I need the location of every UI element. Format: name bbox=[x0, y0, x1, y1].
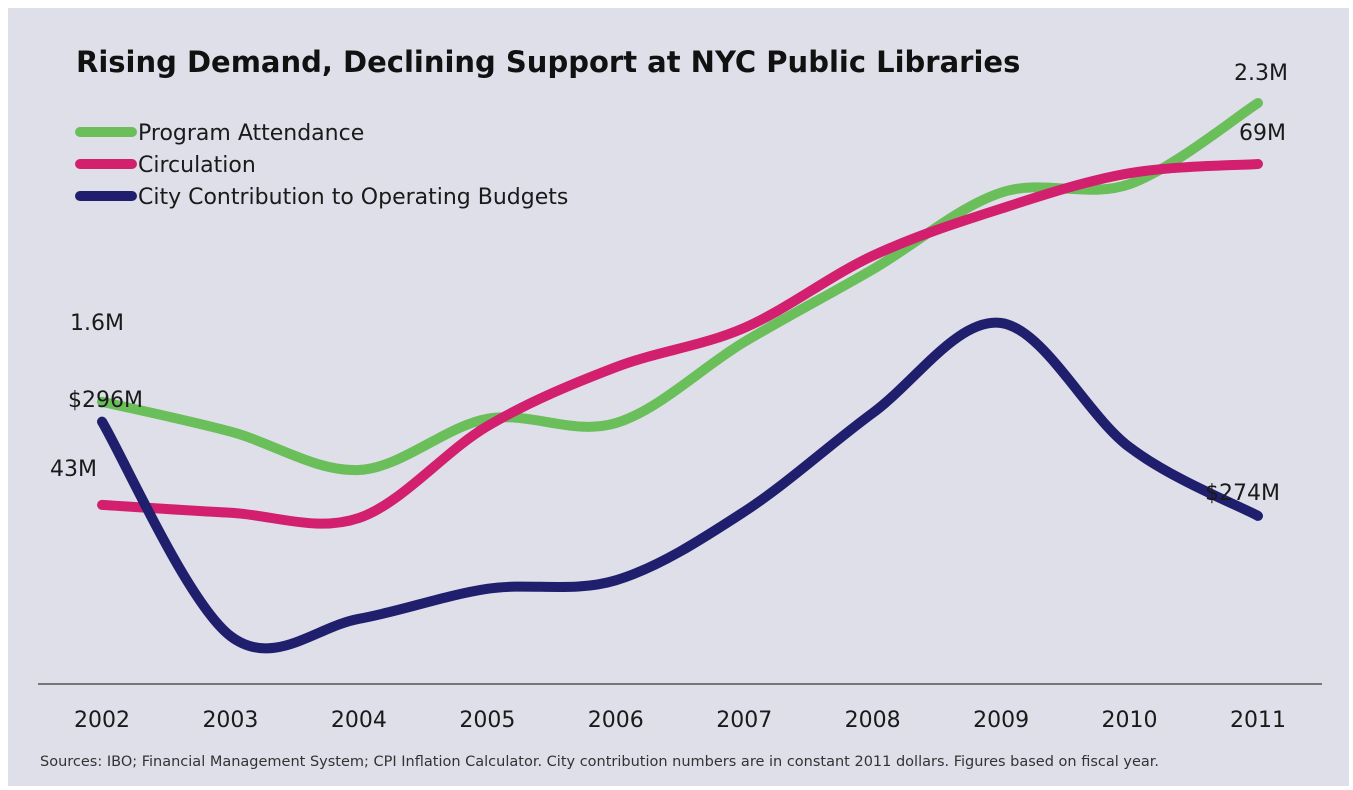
start-label-city-contribution: $296M bbox=[68, 388, 143, 413]
end-label-city-contribution: $274M bbox=[1205, 481, 1280, 506]
x-tick-label: 2004 bbox=[331, 708, 387, 733]
x-tick-label: 2008 bbox=[845, 708, 901, 733]
legend-label-circulation: Circulation bbox=[138, 153, 256, 178]
x-axis-ticks: 2002 2003 2004 2005 2006 2007 2008 2009 2010 2011 bbox=[74, 708, 1286, 733]
series-line-program-attendance bbox=[97, 98, 1263, 476]
series-labels: 1.6M 2.3M 43M 69M $296M $274M bbox=[50, 61, 1288, 506]
series-line-circulation bbox=[97, 159, 1263, 529]
legend-label-city-contribution: City Contribution to Operating Budgets bbox=[138, 185, 568, 210]
end-label-circulation: 69M bbox=[1239, 121, 1286, 146]
x-tick-label: 2009 bbox=[973, 708, 1029, 733]
x-tick-label: 2002 bbox=[74, 708, 130, 733]
x-tick-label: 2007 bbox=[716, 708, 772, 733]
x-tick-label: 2003 bbox=[202, 708, 258, 733]
start-label-circulation: 43M bbox=[50, 457, 97, 482]
end-label-program-attendance: 2.3M bbox=[1234, 61, 1288, 86]
chart-panel bbox=[8, 8, 1349, 786]
x-tick-label: 2006 bbox=[588, 708, 644, 733]
x-tick-label: 2005 bbox=[459, 708, 515, 733]
legend-label-program-attendance: Program Attendance bbox=[138, 121, 364, 146]
chart-title: Rising Demand, Declining Support at NYC … bbox=[76, 45, 1020, 79]
source-note: Sources: IBO; Financial Management Syste… bbox=[40, 754, 1159, 770]
start-label-program-attendance: 1.6M bbox=[70, 311, 124, 336]
series-line-city-contribution bbox=[97, 317, 1263, 654]
legend: Program Attendance Circulation City Contri… bbox=[75, 121, 568, 210]
series-lines bbox=[97, 98, 1263, 654]
x-tick-label: 2010 bbox=[1102, 708, 1158, 733]
x-tick-label: 2011 bbox=[1230, 708, 1286, 733]
